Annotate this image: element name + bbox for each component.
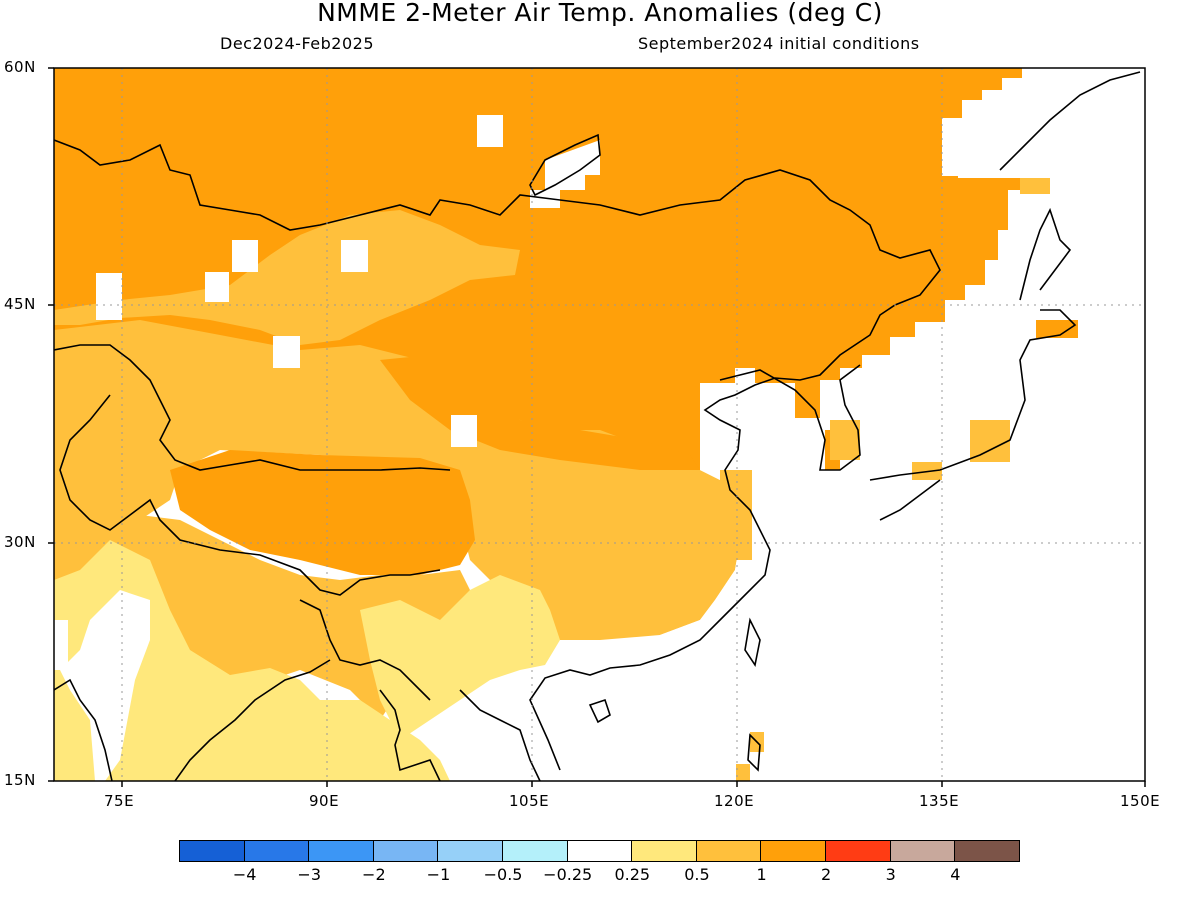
colorbar-swatch [825,840,891,862]
lake-mask [96,273,122,320]
lon-label-105e: 105E [509,792,550,810]
anomaly-region-strong [170,450,475,575]
colorbar-swatch [308,840,374,862]
colorbar-swatch [372,840,439,862]
anomaly-region-neutral [60,590,150,781]
colorbar-swatch [695,840,762,862]
colorbar-tick-label: −0.25 [543,865,593,884]
coastline-path [747,733,761,772]
coastline-path [719,364,861,471]
coastline-path [174,659,331,781]
colorbar-swatch [566,840,633,862]
coastline-path [54,678,113,781]
lon-label-150e: 150E [1120,792,1161,810]
initial-conditions: September2024 initial conditions [638,34,920,53]
anomaly-fill-layer [54,68,1145,781]
coastline-path [59,394,441,596]
lake-mask [477,115,503,147]
anomaly-region-neutral [54,620,68,670]
anomaly-region-weak [54,540,450,781]
coastline-path [299,599,431,701]
colorbar-tick-label: 0.25 [614,865,651,884]
coastline-path [999,71,1141,171]
anomaly-region-moderate [54,515,470,750]
lat-label-60n: 60N [4,58,36,76]
colorbar-tick-label: 0.5 [684,865,710,884]
lake-mask [530,140,600,208]
coastline-path [1019,207,1072,301]
axis-ticks [48,67,1146,787]
colorbar-swatch [243,840,310,862]
coastline-path [744,617,761,668]
anomaly-region-moderate [54,210,520,345]
colorbar-swatch [889,840,956,862]
anomaly-region-moderate [54,320,740,640]
lon-label-135e: 135E [919,792,960,810]
coastline-path [54,139,941,771]
lake-mask [205,272,229,302]
coastline-path [459,689,541,781]
colorbar-swatch [631,840,697,862]
colorbar-tick-label: 1 [756,865,767,884]
lat-label-30n: 30N [4,533,36,551]
colorbar-tick-label: −4 [232,865,257,884]
coastline-path [869,309,1077,481]
coastline-path [879,479,941,521]
lake-mask [341,240,368,272]
colorbar-swatch [179,840,245,862]
lon-label-75e: 75E [104,792,135,810]
coastlines [54,71,1141,781]
coastline-path [54,344,451,471]
colorbar-tick-label: −2 [362,865,386,884]
forecast-period: Dec2024-Feb2025 [220,34,374,53]
lon-label-120e: 120E [714,792,755,810]
colorbar-tick-label: 4 [950,865,961,884]
lat-label-45n: 45N [4,295,36,313]
colorbar-tick-label: 2 [821,865,832,884]
plot-border [53,67,1146,782]
lon-label-90e: 90E [309,792,340,810]
colorbar-tick-label: 3 [885,865,896,884]
coastline-path [588,698,611,724]
colorbar-swatch [437,840,504,862]
anomaly-region-strong [380,355,700,470]
colorbar-tick-label: −1 [426,865,451,884]
anomaly-region-moderate [720,470,752,560]
lake-mask [232,240,258,272]
lake-mask [942,130,982,176]
colorbar [179,840,1020,862]
map-title: NMME 2-Meter Air Temp. Anomalies (deg C) [317,0,883,27]
colorbar-swatch [502,840,568,862]
lat-label-15n: 15N [4,771,36,789]
anomaly-region-moderate [1036,320,1078,338]
colorbar-tick-label: −3 [297,865,322,884]
colorbar-swatch [760,840,827,862]
coastline-path [379,689,441,781]
anomaly-region-weak [360,575,560,740]
anomaly-region-moderate [970,420,1010,462]
anomaly-region-moderate [1020,178,1050,194]
colorbar-tick-label: −0.5 [483,865,523,884]
lake-mask [451,415,477,447]
lake-mask [273,336,300,368]
anomaly-region-moderate [830,420,860,460]
anomaly-region-moderate [736,764,750,781]
colorbar-swatch [954,840,1020,862]
